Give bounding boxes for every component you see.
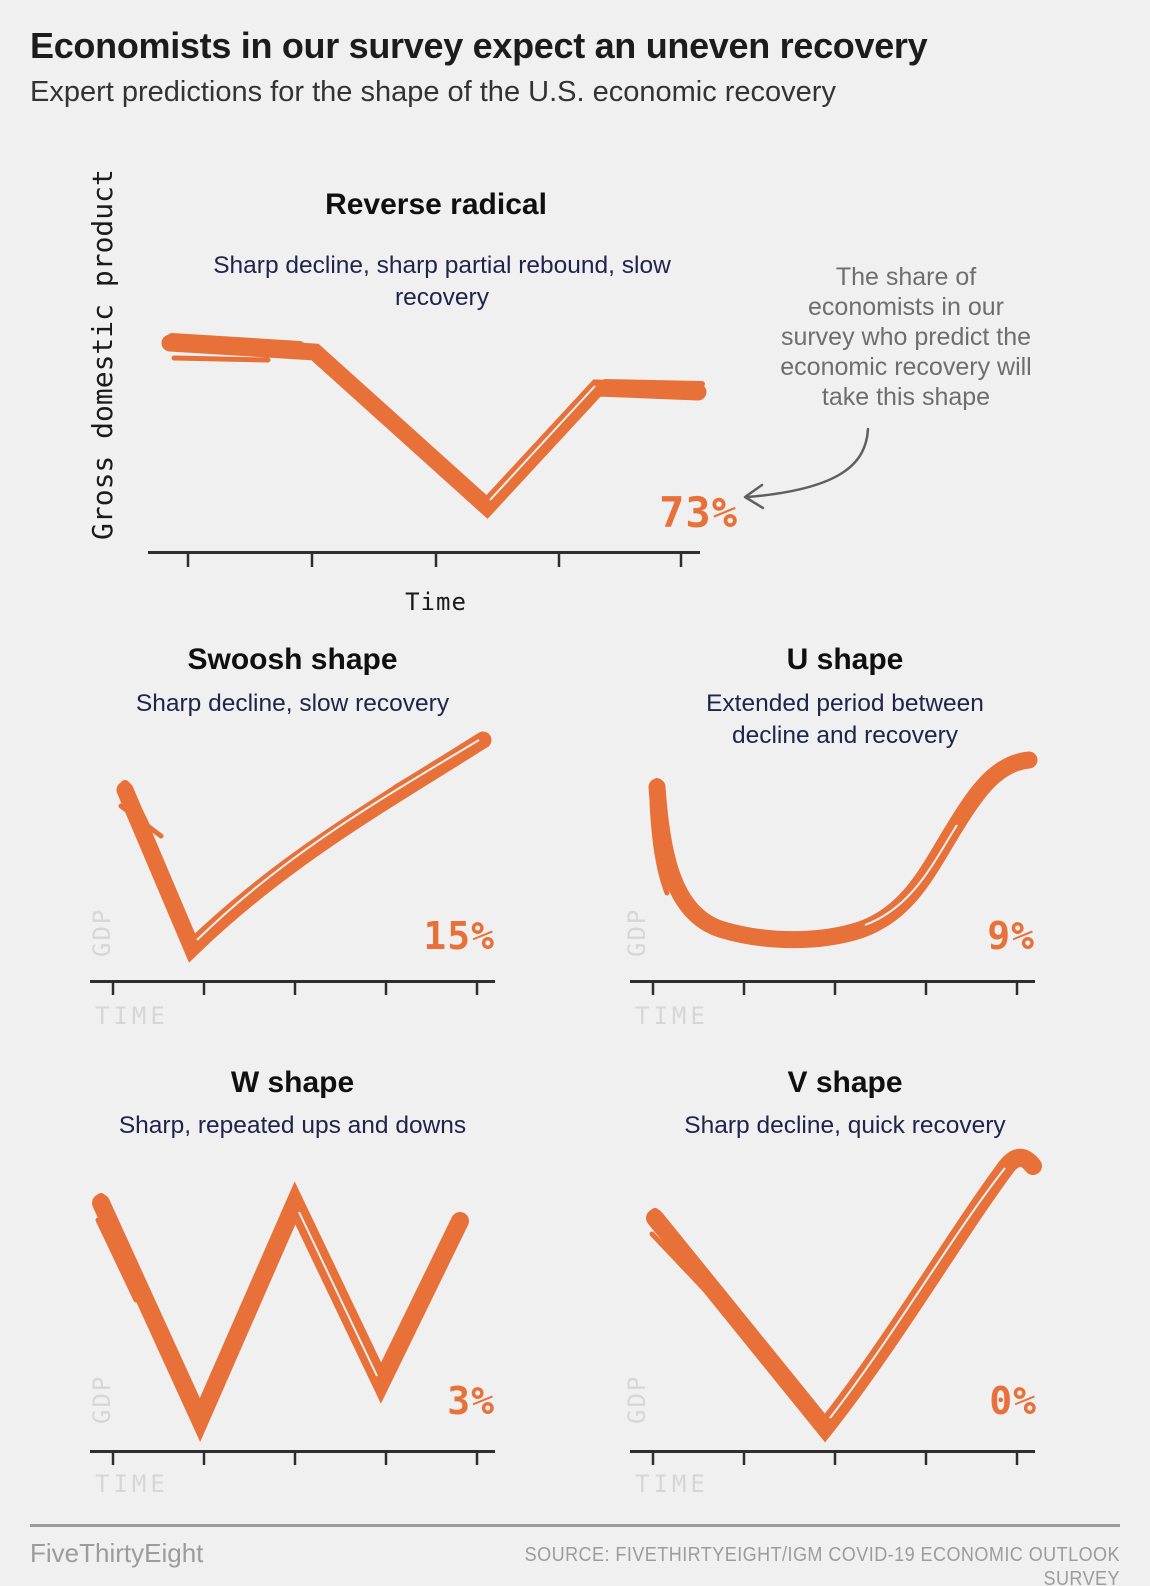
panel-w-title: W shape [230,1066,355,1099]
footer-brand: FiveThirtyEight [30,1538,204,1568]
panel-swoosh-x-axis [90,980,495,995]
panel-u-y-axis-label: GDP [623,907,651,958]
footer-divider [30,1524,1120,1527]
panel-swoosh-share-value: 15% [423,914,495,958]
panel-v-x-axis-label: TIME [635,1470,709,1498]
panel-u-x-axis [630,980,1035,995]
main-chart-x-axis-label: Time [405,588,467,616]
panel-w-x-axis-label: TIME [95,1470,169,1498]
main-chart-y-axis-label: Gross domestic product [86,169,119,541]
panel-v-y-axis-label: GDP [623,1374,651,1425]
reverse-radical-curve [161,333,707,519]
main-chart-x-axis [148,551,700,567]
panel-u-share-value: 9% [987,914,1035,958]
main-chart-description: Sharp decline, sharp partial rebound, sl… [213,252,671,312]
w-curve [92,1181,469,1443]
panel-swoosh-x-axis-label: TIME [95,1002,169,1030]
panel-w-x-axis [90,1450,495,1465]
panel-swoosh-description: Sharp decline, slow recovery [135,690,450,717]
annotation-arrow-icon [743,427,870,510]
swoosh-curve [116,731,492,963]
page-title: Economists in our survey expect an uneve… [30,25,928,66]
annotation-note: The share of economists in our survey wh… [780,263,1032,411]
page-subtitle: Expert predictions for the shape of the … [30,76,836,108]
panel-w-description: Sharp, repeated ups and downs [118,1112,467,1139]
panel-v-share-value: 0% [989,1379,1037,1423]
panel-v-x-axis [630,1450,1035,1465]
panel-w-share-value: 3% [447,1379,495,1423]
main-chart-share-value: 73% [659,488,738,537]
panel-u-title: U shape [786,643,904,676]
footer-source: SOURCE: FIVETHIRTYEIGHT/IGM COVID-19 ECO… [524,1543,1120,1586]
panel-u-description: Extended period between decline and reco… [706,690,984,750]
panel-swoosh-title: Swoosh shape [187,643,398,676]
panel-w-y-axis-label: GDP [88,1374,116,1425]
panel-swoosh-y-axis-label: GDP [88,907,116,958]
main-chart-title: Reverse radical [325,188,547,221]
panel-v-description: Sharp decline, quick recovery [684,1112,1006,1139]
u-curve [648,751,1038,949]
panel-u-x-axis-label: TIME [635,1002,709,1030]
panel-v-title: V shape [787,1066,903,1099]
v-curve [646,1148,1042,1443]
